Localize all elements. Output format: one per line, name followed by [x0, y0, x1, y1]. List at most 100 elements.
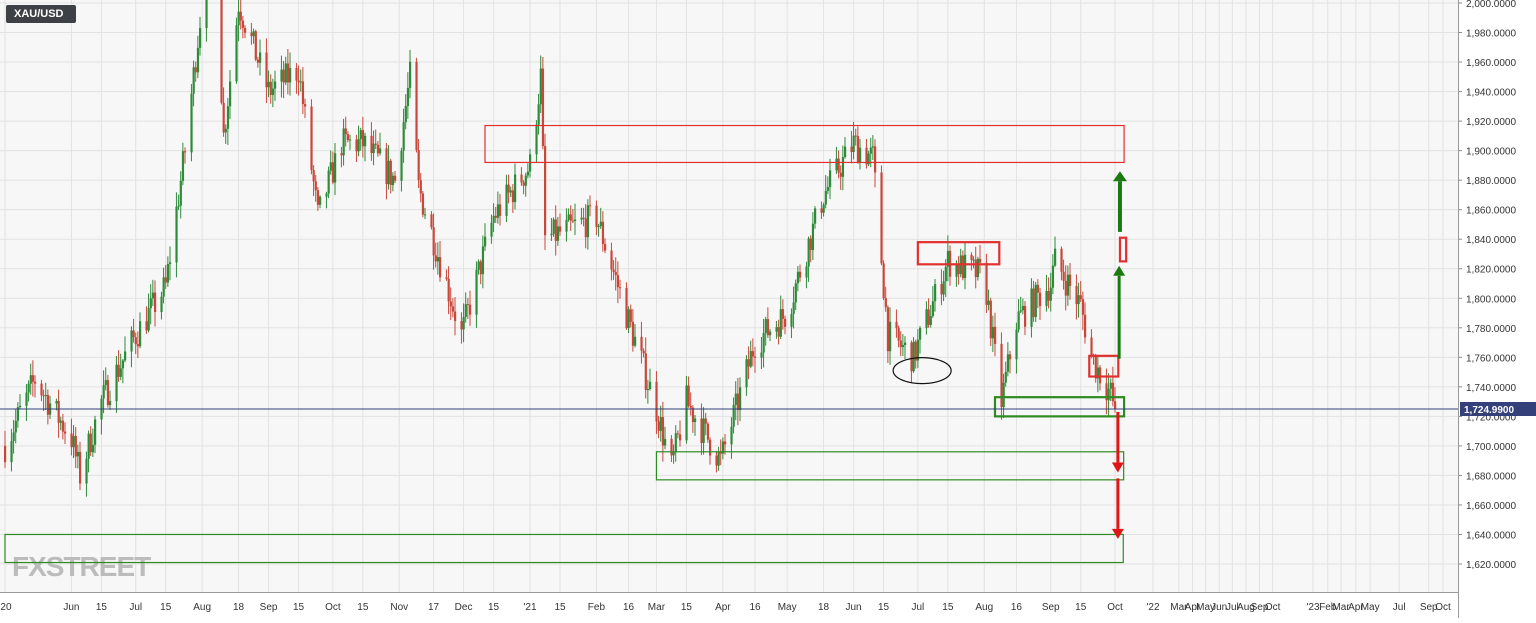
candle-down: [297, 80, 300, 83]
candle-up: [991, 326, 995, 339]
candle-up: [271, 88, 275, 95]
candle-up: [319, 196, 322, 205]
candle-up: [436, 257, 440, 262]
x-tick-label: 16: [1011, 602, 1023, 613]
candle-up: [490, 222, 493, 237]
candle-up: [496, 204, 500, 218]
candle-down: [1081, 299, 1085, 315]
candle-down: [164, 277, 167, 283]
candle-down: [1084, 314, 1087, 338]
candle-down: [64, 431, 67, 434]
x-tick-label: Jul: [911, 602, 924, 613]
x-tick-label: Mar: [648, 602, 666, 613]
x-tick-label: Sep: [1420, 602, 1438, 613]
candle-down: [610, 250, 613, 270]
candle-down: [361, 130, 365, 147]
candle-up: [27, 383, 30, 393]
x-tick-label: Jun: [1211, 602, 1227, 613]
candle-up: [464, 304, 467, 317]
candle-up: [147, 308, 150, 331]
candle-down: [584, 218, 587, 238]
candle-down: [604, 244, 607, 251]
candle-up: [987, 300, 990, 305]
candle-down: [449, 301, 452, 307]
y-tick-label: 1,720.0000: [1466, 412, 1516, 423]
candle-down: [265, 52, 268, 88]
candle-up: [87, 433, 90, 459]
candle-down: [882, 263, 885, 299]
candle-up: [649, 381, 652, 389]
candle-up: [59, 420, 62, 423]
candle-down: [394, 175, 397, 181]
candle-up: [535, 124, 538, 155]
candle-up: [406, 87, 410, 106]
candle-up: [76, 451, 80, 457]
candle-up: [672, 452, 675, 456]
arrow-up-head: [1113, 265, 1126, 276]
candle-down: [1060, 248, 1063, 272]
candle-down: [106, 380, 110, 406]
candle-down: [661, 417, 665, 446]
candle-up: [762, 333, 765, 353]
candle-up: [779, 309, 782, 337]
candle-up: [976, 258, 980, 278]
candle-down: [914, 341, 917, 361]
candle-up: [659, 417, 662, 431]
candle-down: [784, 318, 787, 327]
candle-down: [460, 321, 463, 330]
candle-up: [1004, 371, 1007, 383]
candle-down: [655, 381, 658, 422]
candle-down: [571, 220, 575, 222]
candle-up: [745, 359, 748, 388]
candle-up: [72, 435, 75, 448]
candle-down: [1111, 382, 1115, 402]
candle-up: [334, 153, 337, 183]
candle-up: [29, 375, 32, 384]
candle-down: [874, 146, 877, 173]
candle-up: [944, 266, 947, 282]
candle-up: [739, 387, 742, 411]
y-tick-label: 1,900.0000: [1466, 147, 1516, 158]
candle-down: [614, 272, 617, 276]
candle-up: [955, 263, 958, 277]
x-tick-label: Feb: [588, 602, 606, 613]
candle-down: [700, 418, 703, 444]
candle-up: [721, 441, 725, 454]
candle-down: [1009, 354, 1012, 360]
candle-up: [364, 135, 367, 147]
candle-up: [822, 204, 825, 213]
candle-up: [94, 419, 97, 445]
candle-up: [505, 184, 508, 216]
candle-up: [424, 214, 427, 216]
candle-down: [640, 336, 643, 351]
candle-up: [550, 233, 553, 236]
candle-down: [40, 383, 43, 396]
candle-up: [299, 81, 302, 83]
candle-up: [537, 104, 540, 125]
candle-up: [14, 420, 17, 433]
candle-up: [807, 238, 810, 267]
candle-down: [331, 162, 335, 183]
candle-up: [916, 339, 920, 361]
candle-down: [704, 418, 707, 424]
candle-up: [826, 187, 830, 191]
candle-down: [1036, 284, 1040, 293]
candle-up: [402, 122, 405, 151]
candle-down: [927, 309, 930, 325]
candle-up: [867, 153, 870, 165]
candle-up: [149, 298, 152, 309]
time-axis-background: [0, 592, 1458, 618]
candle-down: [89, 433, 92, 453]
candle-down: [724, 441, 727, 445]
x-tick-label: 15: [160, 602, 172, 613]
candle-down: [1090, 337, 1093, 357]
x-tick-label: Jul: [129, 602, 142, 613]
candle-down: [1047, 291, 1050, 301]
y-tick-label: 1,960.0000: [1466, 58, 1516, 69]
candle-up: [811, 223, 815, 251]
y-tick-label: 1,640.0000: [1466, 530, 1516, 541]
candle-down: [799, 271, 802, 278]
x-tick-label: 15: [293, 602, 305, 613]
candle-down: [184, 151, 187, 153]
